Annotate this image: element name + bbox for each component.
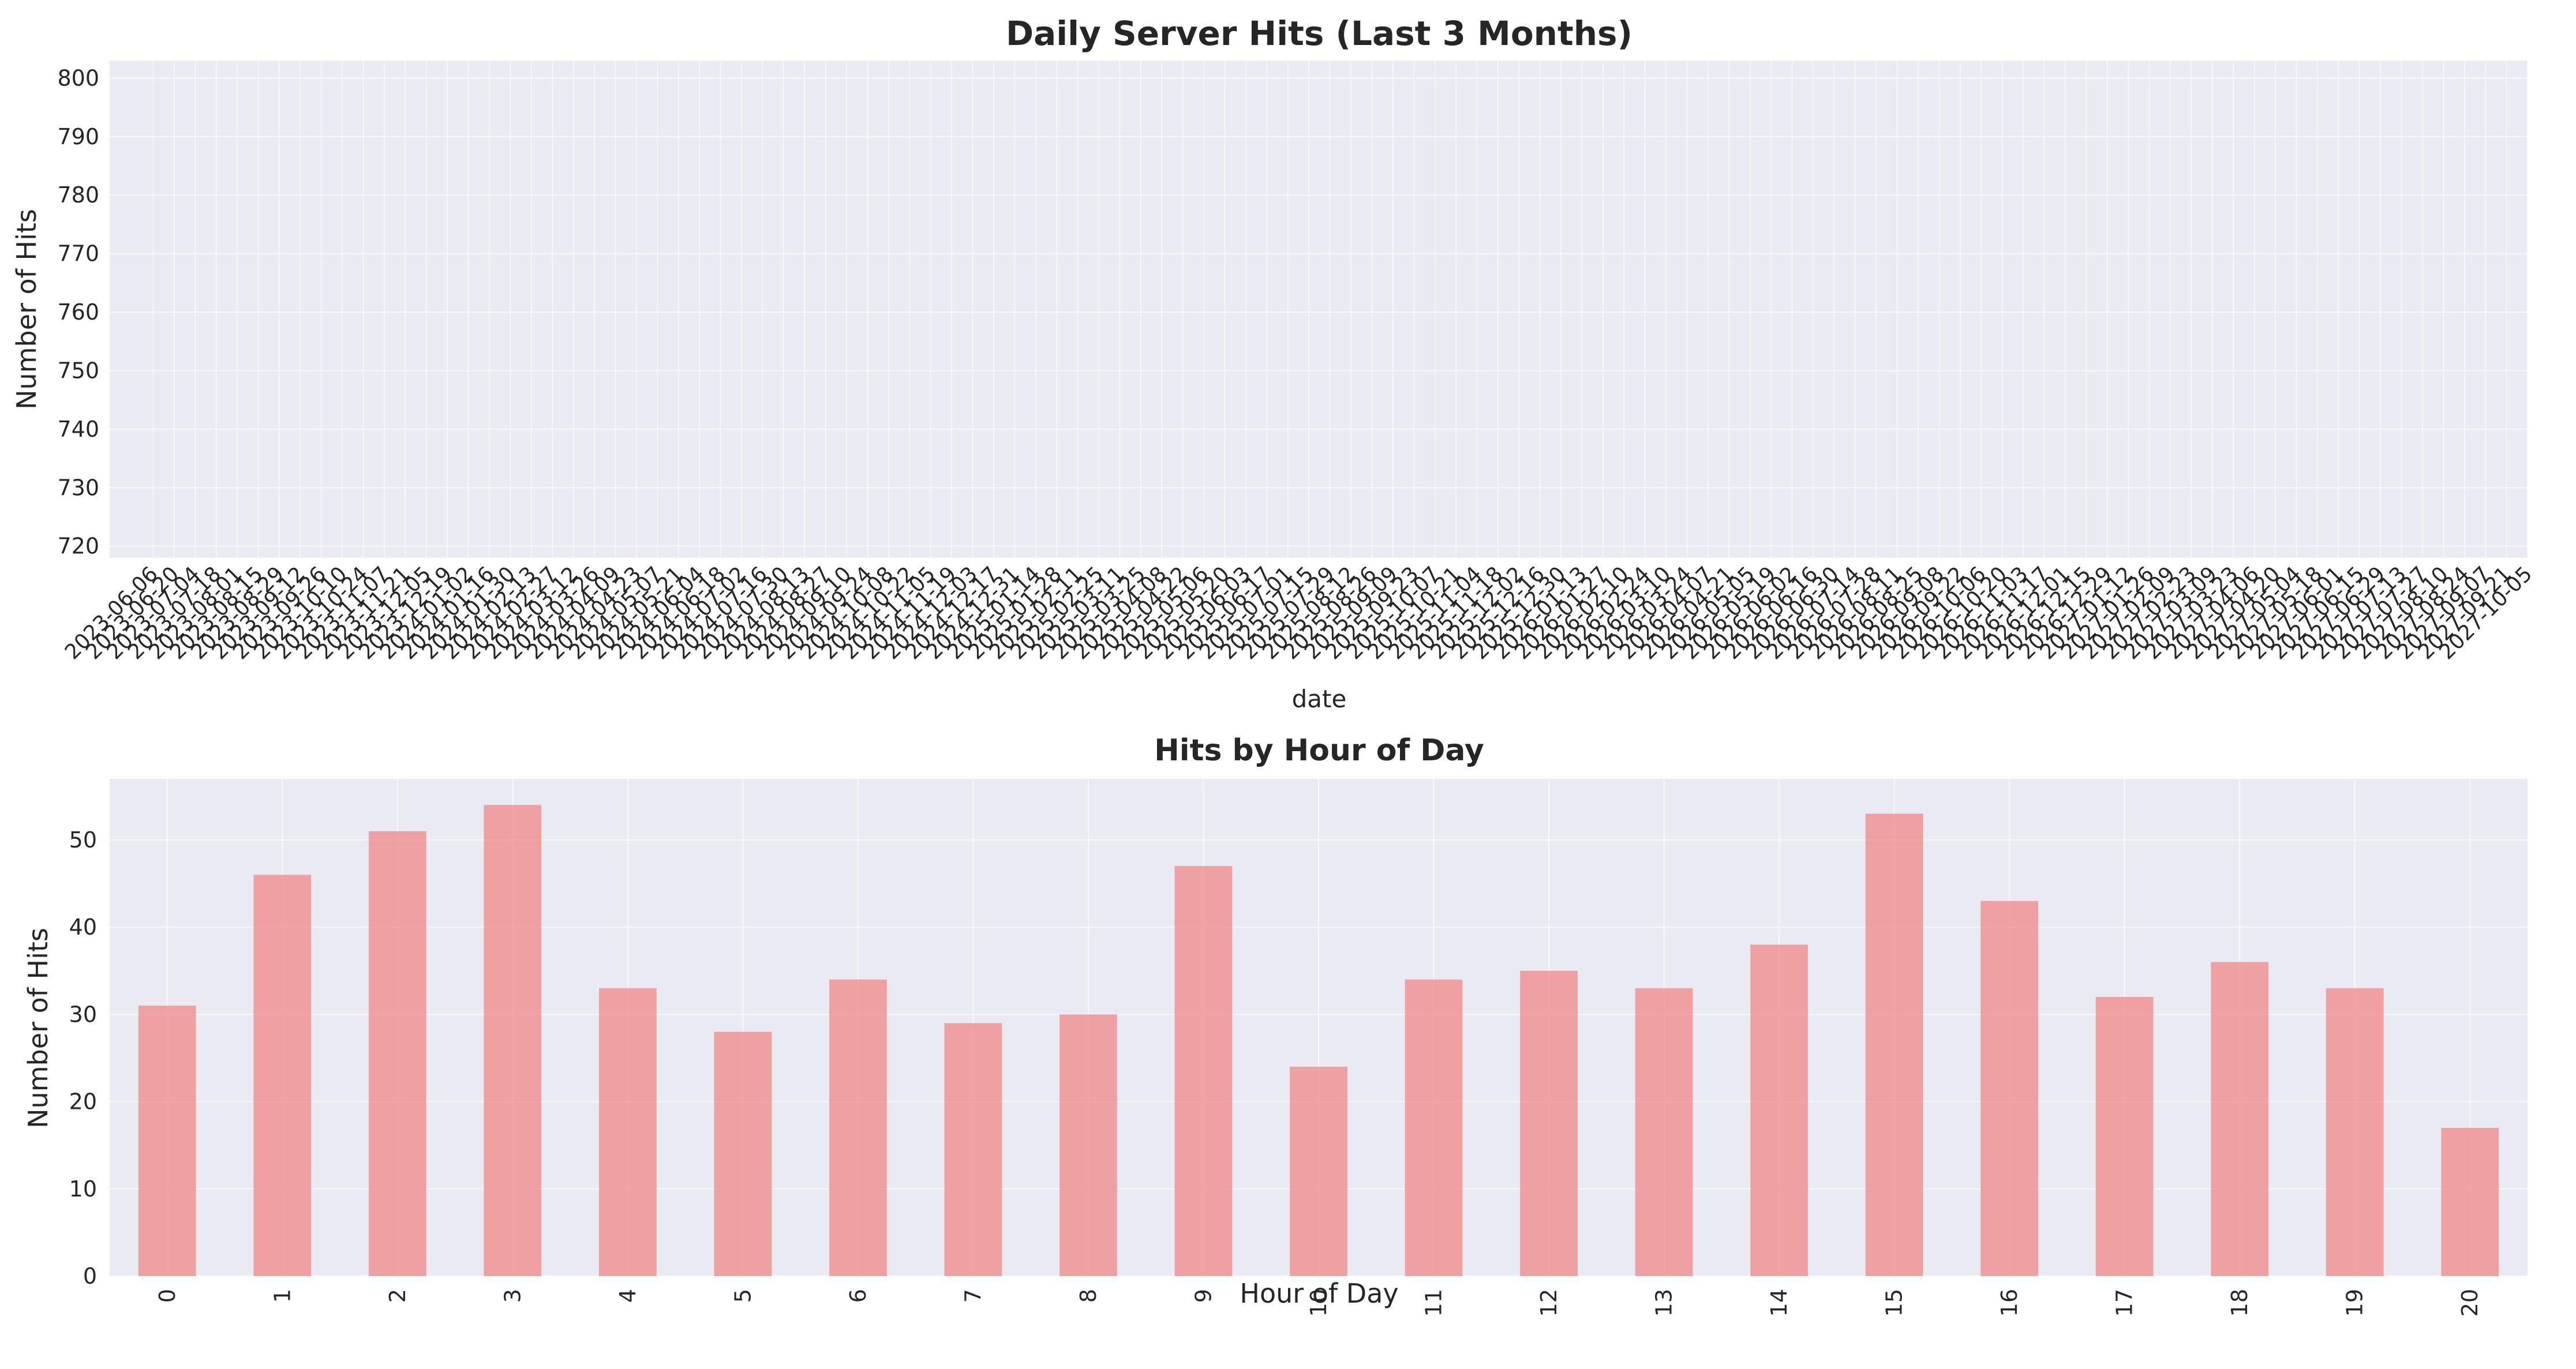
x-tick-label: 4 [615, 1289, 641, 1303]
y-tick-label: 730 [57, 475, 99, 500]
x-tick-label: 17 [2112, 1289, 2137, 1317]
x-tick-label: 11 [1421, 1289, 1447, 1317]
y-tick-label: 0 [83, 1263, 97, 1289]
x-tick-label: 12 [1536, 1289, 1562, 1317]
y-tick-label: 800 [57, 65, 99, 91]
x-tick-label: 5 [730, 1289, 755, 1303]
x-tick-label: 18 [2227, 1289, 2252, 1317]
bar-hour-0 [138, 1006, 196, 1276]
bar-hour-3 [484, 805, 542, 1276]
bar-hour-1 [253, 875, 312, 1276]
x-tick-label: 3 [500, 1289, 525, 1303]
x-tick-label: 13 [1652, 1289, 1677, 1317]
hourly-hits-title: Hits by Hour of Day [1154, 733, 1484, 768]
daily-hits-ylabel: Number of Hits [11, 209, 42, 410]
x-tick-label: 16 [1997, 1289, 2022, 1317]
x-tick-label: 9 [1190, 1289, 1216, 1303]
daily-hits-plot-area [110, 61, 2528, 558]
hourly-hits-xlabel: Hour of Day [1240, 1278, 1398, 1309]
y-tick-label: 770 [57, 241, 99, 267]
x-tick-label: 2 [385, 1289, 410, 1303]
y-tick-label: 20 [69, 1089, 97, 1115]
x-tick-label: 1 [269, 1289, 295, 1303]
bar-hour-16 [1980, 901, 2039, 1276]
hourly-hits-ylabel: Number of Hits [23, 928, 54, 1128]
hourly-hits-x-ticks: 0 1 2 3 4 5 6 7 8 9 10 11 12 13 14 15 16 17 18 19 20 [155, 1289, 2483, 1317]
daily-hits-xlabel: date [1292, 685, 1347, 713]
bar-hour-4 [598, 988, 657, 1276]
bar-hour-9 [1174, 866, 1233, 1276]
daily-hits-grid [110, 61, 2528, 558]
y-tick-label: 50 [69, 827, 97, 853]
y-tick-label: 760 [57, 299, 99, 325]
bar-hour-2 [368, 831, 426, 1276]
y-tick-label: 10 [69, 1176, 97, 1202]
bar-hour-6 [829, 979, 887, 1276]
hourly-hits-bars [138, 805, 2499, 1276]
y-tick-label: 30 [69, 1002, 97, 1027]
hourly-hits-y-ticks: 0 10 20 30 40 50 [69, 827, 97, 1289]
bar-hour-8 [1059, 1014, 1117, 1276]
x-tick-label: 8 [1076, 1289, 1101, 1303]
x-tick-label: 10 [1306, 1289, 1331, 1317]
y-tick-label: 40 [69, 914, 97, 940]
x-tick-label: 6 [845, 1289, 871, 1303]
bar-hour-11 [1405, 979, 1463, 1276]
daily-hits-y-ticks: 720 730 740 750 760 770 780 790 800 [57, 65, 99, 558]
x-tick-label: 19 [2342, 1289, 2368, 1317]
bar-hour-10 [1290, 1067, 1347, 1276]
bar-hour-14 [1750, 944, 1808, 1276]
x-tick-label: 0 [155, 1289, 180, 1303]
y-tick-label: 720 [57, 534, 99, 559]
daily-hits-subplot: Daily Server Hits (Last 3 Months) 720 730… [11, 14, 2537, 713]
bar-hour-12 [1520, 970, 1578, 1276]
x-tick-label: 7 [960, 1289, 986, 1303]
x-tick-label: 14 [1766, 1289, 1792, 1317]
x-tick-label: 15 [1882, 1289, 1907, 1317]
bar-hour-13 [1635, 988, 1693, 1276]
bar-hour-19 [2326, 988, 2384, 1276]
x-tick-label: 20 [2457, 1289, 2483, 1317]
bar-hour-17 [2095, 997, 2154, 1276]
bar-hour-20 [2441, 1127, 2499, 1276]
bar-hour-5 [714, 1032, 772, 1276]
y-tick-label: 780 [57, 182, 99, 208]
y-tick-label: 740 [57, 417, 99, 442]
bar-hour-7 [944, 1023, 1002, 1276]
y-tick-label: 750 [57, 358, 99, 383]
bar-hour-18 [2211, 962, 2269, 1276]
daily-hits-title: Daily Server Hits (Last 3 Months) [1006, 14, 1633, 53]
bar-hour-15 [1865, 813, 1923, 1276]
y-tick-label: 790 [57, 124, 99, 149]
daily-hits-x-ticks: 2023-06-062023-06-202023-07-042023-07-18… [61, 562, 2537, 664]
